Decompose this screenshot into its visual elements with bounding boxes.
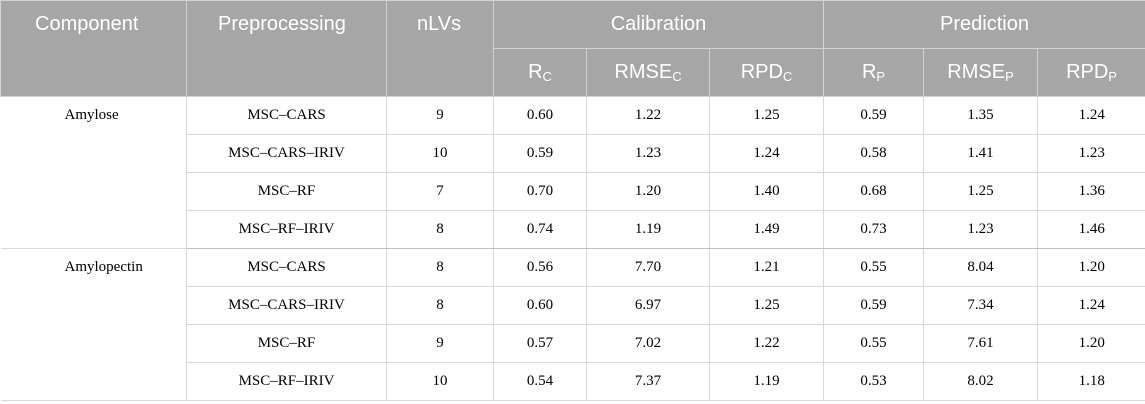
rpdc-cell: 1.19 xyxy=(709,362,824,401)
rpdp-cell: 1.20 xyxy=(1037,248,1145,287)
nlvs-cell: 9 xyxy=(386,96,494,135)
header-preprocessing: Preprocessing xyxy=(186,0,387,97)
rp-cell: 0.55 xyxy=(823,324,924,363)
rpdc-cell: 1.22 xyxy=(709,324,824,363)
component-cell: Amylose xyxy=(0,96,187,249)
rpdc-cell: 1.49 xyxy=(709,210,824,249)
preprocessing-cell: MSC–CARS–IRIV xyxy=(186,134,387,173)
component-cell: Amylopectin xyxy=(0,248,187,401)
rc-cell: 0.74 xyxy=(493,210,587,249)
rpdc-cell: 1.21 xyxy=(709,248,824,287)
rmsec-cell: 7.02 xyxy=(586,324,710,363)
rpdc-cell: 1.24 xyxy=(709,134,824,173)
nlvs-cell: 8 xyxy=(386,248,494,287)
header-rp: RP xyxy=(823,48,924,97)
rc-cell: 0.70 xyxy=(493,172,587,211)
preprocessing-cell: MSC–RF xyxy=(186,324,387,363)
rp-cell: 0.59 xyxy=(823,96,924,135)
rpdc-cell: 1.40 xyxy=(709,172,824,211)
header-rpdc: RPDC xyxy=(709,48,824,97)
rmsep-cell: 8.04 xyxy=(923,248,1038,287)
rmsep-cell: 7.61 xyxy=(923,324,1038,363)
rpdp-cell: 1.46 xyxy=(1037,210,1145,249)
rp-cell: 0.53 xyxy=(823,362,924,401)
rpdc-cell: 1.25 xyxy=(709,96,824,135)
nlvs-cell: 8 xyxy=(386,210,494,249)
header-prediction: Prediction xyxy=(822,0,1145,49)
rmsec-cell: 1.20 xyxy=(586,172,710,211)
header-rpdp: RPDP xyxy=(1036,48,1145,97)
rc-cell: 0.56 xyxy=(493,248,587,287)
preprocessing-cell: MSC–RF xyxy=(186,172,387,211)
rmsec-cell: 6.97 xyxy=(586,286,710,325)
header-rc: RC xyxy=(493,48,587,97)
rpdp-cell: 1.36 xyxy=(1037,172,1145,211)
preprocessing-cell: MSC–RF–IRIV xyxy=(186,210,387,249)
header-rmsep: RMSEP xyxy=(923,48,1038,97)
preprocessing-cell: MSC–CARS xyxy=(186,96,387,135)
nlvs-cell: 9 xyxy=(386,324,494,363)
preprocessing-cell: MSC–CARS–IRIV xyxy=(186,286,387,325)
rc-cell: 0.60 xyxy=(493,286,587,325)
rmsep-cell: 1.41 xyxy=(923,134,1038,173)
rmsec-cell: 7.70 xyxy=(586,248,710,287)
rpdp-cell: 1.23 xyxy=(1037,134,1145,173)
rpdc-cell: 1.25 xyxy=(709,286,824,325)
rc-cell: 0.60 xyxy=(493,96,587,135)
nlvs-cell: 10 xyxy=(386,362,494,401)
rmsec-cell: 7.37 xyxy=(586,362,710,401)
rp-cell: 0.73 xyxy=(823,210,924,249)
header-component: Component xyxy=(0,0,187,97)
nlvs-cell: 10 xyxy=(386,134,494,173)
rpdp-cell: 1.24 xyxy=(1037,286,1145,325)
rmsec-cell: 1.23 xyxy=(586,134,710,173)
nlvs-cell: 7 xyxy=(386,172,494,211)
rpdp-cell: 1.20 xyxy=(1037,324,1145,363)
rmsep-cell: 1.35 xyxy=(923,96,1038,135)
header-rmsec: RMSEC xyxy=(586,48,710,97)
rmsep-cell: 8.02 xyxy=(923,362,1038,401)
rc-cell: 0.57 xyxy=(493,324,587,363)
rmsec-cell: 1.22 xyxy=(586,96,710,135)
rp-cell: 0.58 xyxy=(823,134,924,173)
rmsep-cell: 1.23 xyxy=(923,210,1038,249)
table-body: Amylose MSC–CARS 9 0.60 1.22 1.25 0.59 1… xyxy=(0,96,1145,401)
rc-cell: 0.59 xyxy=(493,134,587,173)
rp-cell: 0.59 xyxy=(823,286,924,325)
table-header: Component Preprocessing nLVs Calibration… xyxy=(0,0,1145,97)
rmsep-cell: 7.34 xyxy=(923,286,1038,325)
header-calibration: Calibration xyxy=(493,0,824,49)
nlvs-cell: 8 xyxy=(386,286,494,325)
rpdp-cell: 1.24 xyxy=(1037,96,1145,135)
rmsep-cell: 1.25 xyxy=(923,172,1038,211)
rpdp-cell: 1.18 xyxy=(1037,362,1145,401)
preprocessing-cell: MSC–RF–IRIV xyxy=(186,362,387,401)
header-nlvs: nLVs xyxy=(386,0,494,97)
preprocessing-cell: MSC–CARS xyxy=(186,248,387,287)
rp-cell: 0.68 xyxy=(823,172,924,211)
rc-cell: 0.54 xyxy=(493,362,587,401)
rp-cell: 0.55 xyxy=(823,248,924,287)
rmsec-cell: 1.19 xyxy=(586,210,710,249)
